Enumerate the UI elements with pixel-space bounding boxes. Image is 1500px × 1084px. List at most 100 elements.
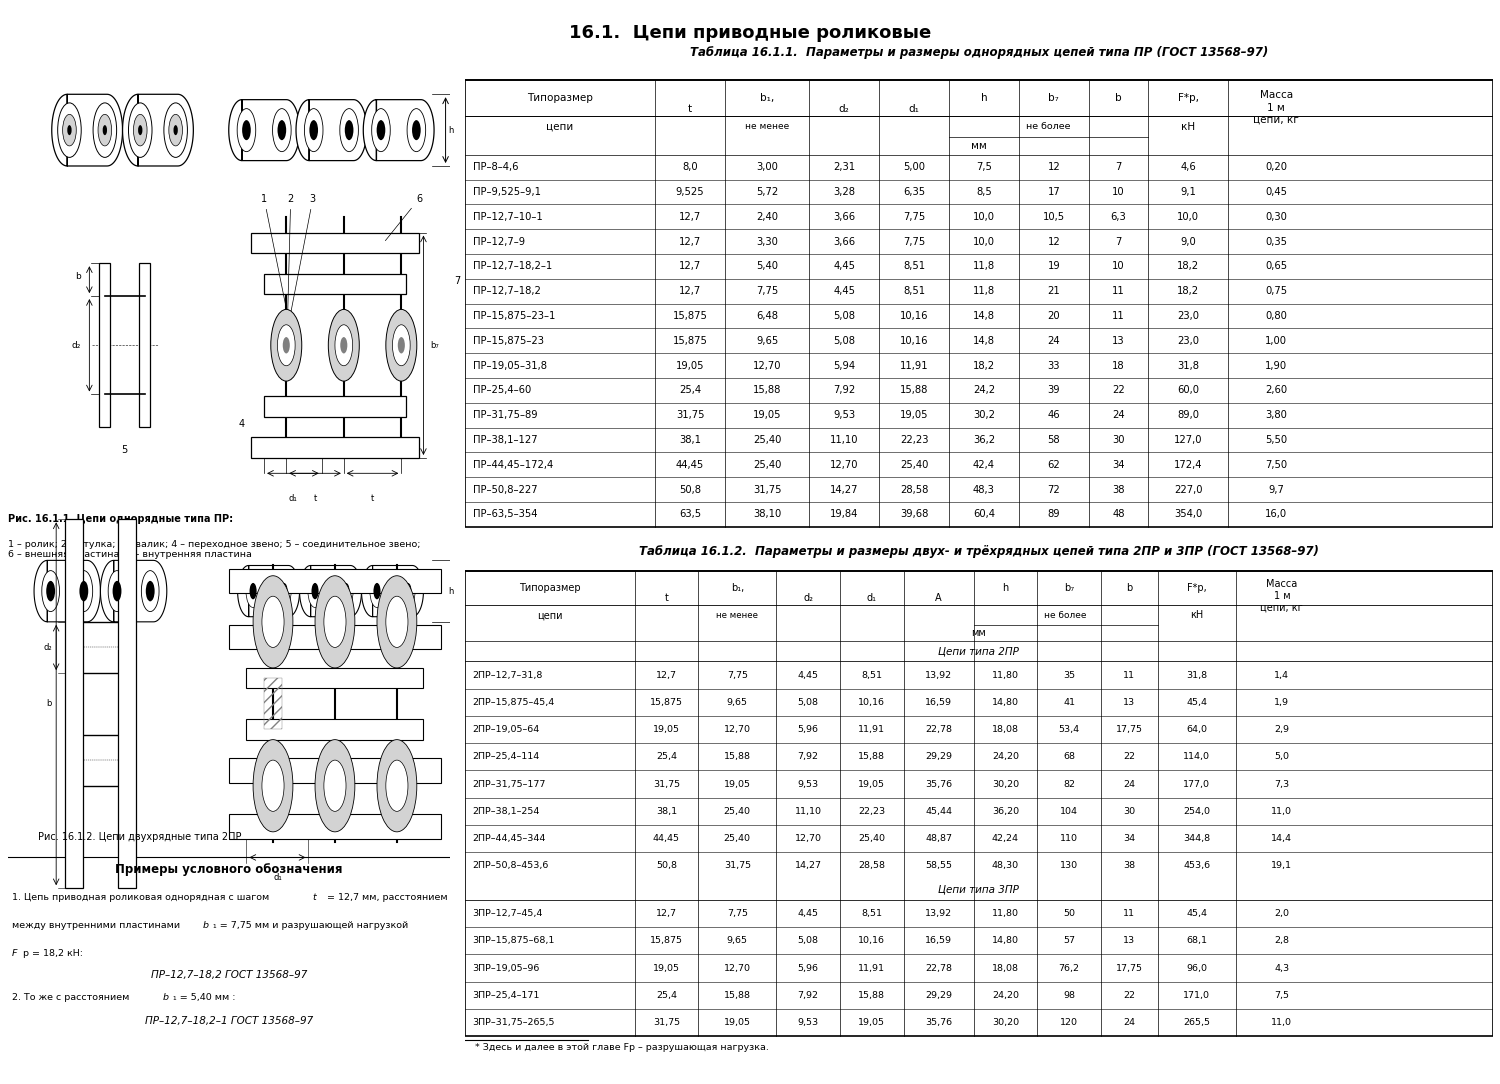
Text: 3,66: 3,66	[833, 236, 855, 246]
Text: 344,8: 344,8	[1184, 834, 1210, 843]
Text: 24: 24	[1124, 779, 1136, 788]
Text: 11,10: 11,10	[830, 435, 858, 444]
Circle shape	[98, 114, 111, 146]
Text: 110: 110	[1060, 834, 1078, 843]
Text: 104: 104	[1060, 806, 1078, 816]
Text: 19,1: 19,1	[1272, 862, 1293, 870]
Text: 41: 41	[1064, 698, 1076, 707]
Circle shape	[108, 570, 126, 611]
Text: цепи, кг: цепи, кг	[1260, 603, 1304, 612]
Text: 31,75: 31,75	[676, 410, 705, 421]
Polygon shape	[296, 100, 368, 160]
Circle shape	[141, 570, 159, 611]
Text: b: b	[162, 993, 168, 1002]
Text: 0,45: 0,45	[1264, 188, 1287, 197]
Text: 3,30: 3,30	[756, 236, 778, 246]
Text: Таблица 16.1.1.  Параметры и размеры однорядных цепей типа ПР (ГОСТ 13568–97): Таблица 16.1.1. Параметры и размеры одно…	[690, 46, 1268, 59]
Text: 8,51: 8,51	[861, 671, 882, 680]
Bar	[228, 569, 441, 593]
Bar	[228, 624, 441, 649]
Text: 10,16: 10,16	[858, 698, 885, 707]
Text: b₇: b₇	[1048, 93, 1059, 103]
Text: 4,45: 4,45	[798, 909, 819, 918]
Text: 15,88: 15,88	[900, 385, 928, 396]
Text: 14,27: 14,27	[795, 862, 822, 870]
Text: F: F	[12, 948, 18, 957]
Circle shape	[345, 120, 354, 140]
Text: 24,20: 24,20	[992, 752, 1018, 761]
Text: 76,2: 76,2	[1059, 964, 1080, 972]
Circle shape	[315, 576, 356, 668]
Text: 31,75: 31,75	[652, 1018, 680, 1027]
Text: 39,68: 39,68	[900, 509, 928, 519]
Text: цепи: цепи	[546, 121, 573, 132]
Text: 44,45: 44,45	[676, 460, 703, 469]
Text: d₁: d₁	[273, 873, 282, 881]
Text: 28,58: 28,58	[900, 485, 928, 494]
Text: 12,70: 12,70	[724, 964, 752, 972]
Circle shape	[42, 570, 60, 611]
Text: 0,20: 0,20	[1264, 163, 1287, 172]
Text: 48: 48	[1112, 509, 1125, 519]
Circle shape	[304, 108, 322, 152]
Text: ПР–25,4–60: ПР–25,4–60	[472, 385, 531, 396]
Text: 5,00: 5,00	[903, 163, 926, 172]
Bar	[118, 519, 136, 888]
Text: 15,875: 15,875	[650, 937, 682, 945]
Polygon shape	[237, 566, 300, 617]
Text: 13: 13	[1124, 698, 1136, 707]
Text: Типоразмер: Типоразмер	[526, 93, 592, 103]
Text: 62: 62	[1047, 460, 1060, 469]
Text: 16.1.  Цепи приводные роликовые: 16.1. Цепи приводные роликовые	[568, 24, 932, 42]
Text: 7,75: 7,75	[728, 909, 748, 918]
Circle shape	[102, 125, 106, 136]
Circle shape	[376, 739, 417, 831]
Circle shape	[400, 575, 416, 607]
Text: 19,05: 19,05	[652, 725, 680, 734]
Text: = 12,7 мм, расстоянием: = 12,7 мм, расстоянием	[324, 893, 447, 902]
Text: 7,75: 7,75	[903, 211, 926, 222]
Text: 35: 35	[1064, 671, 1076, 680]
Text: не более: не более	[1044, 610, 1088, 620]
Text: 19,05: 19,05	[724, 779, 752, 788]
Circle shape	[309, 120, 318, 140]
Text: 3ПР–31,75–265,5: 3ПР–31,75–265,5	[472, 1018, 555, 1027]
Text: 7: 7	[454, 275, 460, 286]
Text: 11,91: 11,91	[858, 964, 885, 972]
Text: 89,0: 89,0	[1178, 410, 1200, 421]
Text: ПР–31,75–89: ПР–31,75–89	[472, 410, 538, 421]
Text: 5,08: 5,08	[798, 937, 819, 945]
Text: 12,7: 12,7	[680, 286, 700, 296]
Circle shape	[376, 120, 386, 140]
Text: 15,88: 15,88	[724, 991, 752, 999]
Text: 22,78: 22,78	[926, 964, 952, 972]
Text: 21: 21	[1047, 286, 1060, 296]
Text: ПР–15,875–23: ПР–15,875–23	[472, 336, 544, 346]
Text: 13,92: 13,92	[926, 671, 952, 680]
Text: 11,0: 11,0	[1272, 806, 1293, 816]
Text: 1,4: 1,4	[1275, 671, 1290, 680]
Text: 19,05: 19,05	[858, 1018, 885, 1027]
Text: 2,9: 2,9	[1275, 725, 1290, 734]
Text: t: t	[370, 494, 374, 503]
Text: 19,05: 19,05	[724, 1018, 752, 1027]
Text: b₁,: b₁,	[730, 583, 744, 593]
Text: 12: 12	[1047, 236, 1060, 246]
Text: 24: 24	[1112, 410, 1125, 421]
Text: 22,23: 22,23	[858, 806, 885, 816]
Text: 18,2: 18,2	[1178, 286, 1200, 296]
Text: b: b	[1114, 93, 1122, 103]
Text: F*р,: F*р,	[1178, 93, 1198, 103]
Text: 9,53: 9,53	[798, 779, 819, 788]
Text: 9,53: 9,53	[798, 1018, 819, 1027]
Text: 18,08: 18,08	[992, 725, 1018, 734]
Text: 25,40: 25,40	[858, 834, 885, 843]
Text: 15,88: 15,88	[724, 752, 752, 761]
Text: 30,20: 30,20	[992, 1018, 1018, 1027]
Text: 48,30: 48,30	[992, 862, 1018, 870]
Text: 17,75: 17,75	[1116, 964, 1143, 972]
Circle shape	[254, 739, 292, 831]
Circle shape	[334, 325, 352, 365]
Text: не более: не более	[1026, 122, 1071, 131]
Text: 11,91: 11,91	[858, 725, 885, 734]
